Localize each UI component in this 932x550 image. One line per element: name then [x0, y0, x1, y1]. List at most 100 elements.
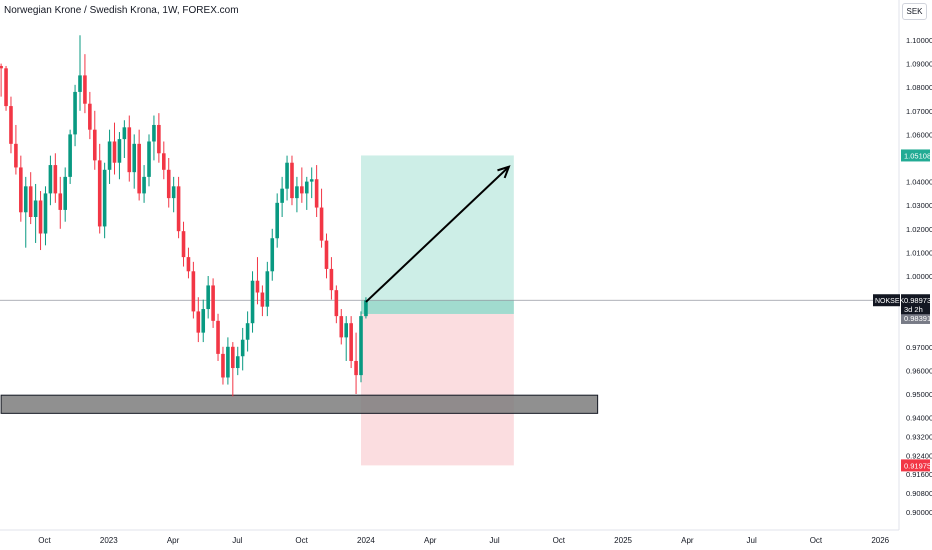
candle: [68, 129, 72, 184]
chart-title: Norwegian Krone / Swedish Krona, 1W, FOR…: [4, 5, 239, 16]
candle: [300, 167, 304, 203]
candle-body: [0, 65, 3, 69]
candle-body: [300, 186, 304, 194]
candle: [270, 228, 275, 281]
candle: [275, 193, 279, 248]
symbol-label: NOKSEK: [875, 298, 905, 305]
candle-body: [166, 169, 171, 199]
candle: [196, 297, 201, 343]
candle-body: [250, 280, 255, 324]
candle: [339, 309, 344, 345]
candle: [23, 176, 28, 248]
candle: [48, 155, 53, 206]
candle: [33, 183, 38, 243]
candle-body: [285, 162, 289, 189]
candle: [63, 167, 67, 222]
currency-button[interactable]: SEK: [902, 3, 927, 20]
candle-body: [157, 124, 161, 154]
arrow-head-icon: [497, 165, 511, 179]
last-price-label: 0.98973: [904, 296, 931, 305]
candle: [4, 65, 8, 111]
candle: [359, 311, 363, 383]
candle-body: [265, 271, 270, 307]
candle: [235, 346, 240, 376]
candle: [43, 186, 48, 246]
candle-body: [73, 91, 77, 135]
candle-body: [295, 186, 299, 199]
x-tick-label: Jul: [747, 536, 757, 545]
candle: [206, 276, 210, 319]
candle-body: [43, 193, 48, 234]
y-tick-label: 1.08000: [906, 83, 932, 92]
candle-body: [349, 323, 353, 361]
y-tick-label: 1.06000: [906, 130, 932, 139]
y-tick-label: 0.97000: [906, 343, 932, 352]
candle-body: [28, 186, 33, 217]
candle-body: [191, 271, 196, 312]
candle-body: [83, 75, 87, 104]
candle: [78, 35, 82, 111]
projection-arrow: [365, 166, 510, 303]
y-tick-label: 0.94000: [906, 414, 932, 423]
candle: [260, 285, 265, 317]
candle-body: [186, 257, 191, 272]
candle: [250, 271, 255, 333]
entry-badge: [901, 311, 930, 324]
candle-body: [14, 143, 18, 168]
candle-body: [78, 75, 82, 92]
y-tick-label: 0.93200: [906, 432, 932, 441]
candle-body: [142, 176, 146, 194]
support-zone: [0, 394, 599, 414]
candle-body: [88, 103, 92, 130]
candle-body: [63, 176, 67, 210]
candle-body: [23, 186, 28, 213]
candle: [127, 115, 132, 182]
candle: [83, 54, 87, 114]
candle-body: [33, 200, 38, 217]
candle: [285, 155, 289, 201]
candle: [255, 257, 260, 305]
candle: [240, 327, 245, 371]
candle: [324, 233, 329, 279]
candle: [349, 316, 353, 369]
candle-body: [176, 186, 181, 232]
x-tick-label: Jul: [489, 536, 499, 545]
countdown-label: 3d 2h: [904, 305, 923, 314]
candle-body: [255, 280, 260, 293]
candle-body: [344, 323, 349, 338]
x-tick-label: 2024: [357, 536, 375, 545]
candle: [354, 332, 358, 394]
candle: [0, 63, 3, 97]
candle-body: [9, 106, 13, 144]
candle: [221, 346, 225, 385]
candle-body: [38, 200, 43, 234]
candle: [117, 132, 122, 180]
y-tick-label: 1.02000: [906, 225, 932, 234]
candle: [334, 285, 339, 324]
y-tick-label: 0.90800: [906, 489, 932, 498]
y-tick-label: 1.10000: [906, 36, 932, 45]
candle: [309, 167, 314, 199]
candle: [226, 337, 230, 385]
open-pnl-zone: [361, 300, 514, 314]
candle-body: [245, 323, 250, 340]
candle-body: [226, 346, 230, 378]
candle: [176, 176, 181, 239]
stop-badge: [901, 459, 930, 472]
y-tick-label: 1.03000: [906, 201, 932, 210]
entry-label: 0.98391: [904, 314, 931, 323]
stop-label: 0.91975: [904, 461, 931, 470]
candle-body: [147, 141, 151, 177]
candle-body: [53, 165, 58, 194]
candle-body: [4, 68, 8, 107]
y-tick-label: 1.01000: [906, 248, 932, 257]
candle-body: [107, 141, 112, 170]
candle: [38, 191, 43, 251]
x-tick-label: Oct: [295, 536, 308, 545]
candle-body: [270, 238, 275, 272]
candle: [304, 176, 309, 210]
candle-body: [354, 360, 358, 376]
candle-body: [112, 141, 117, 163]
